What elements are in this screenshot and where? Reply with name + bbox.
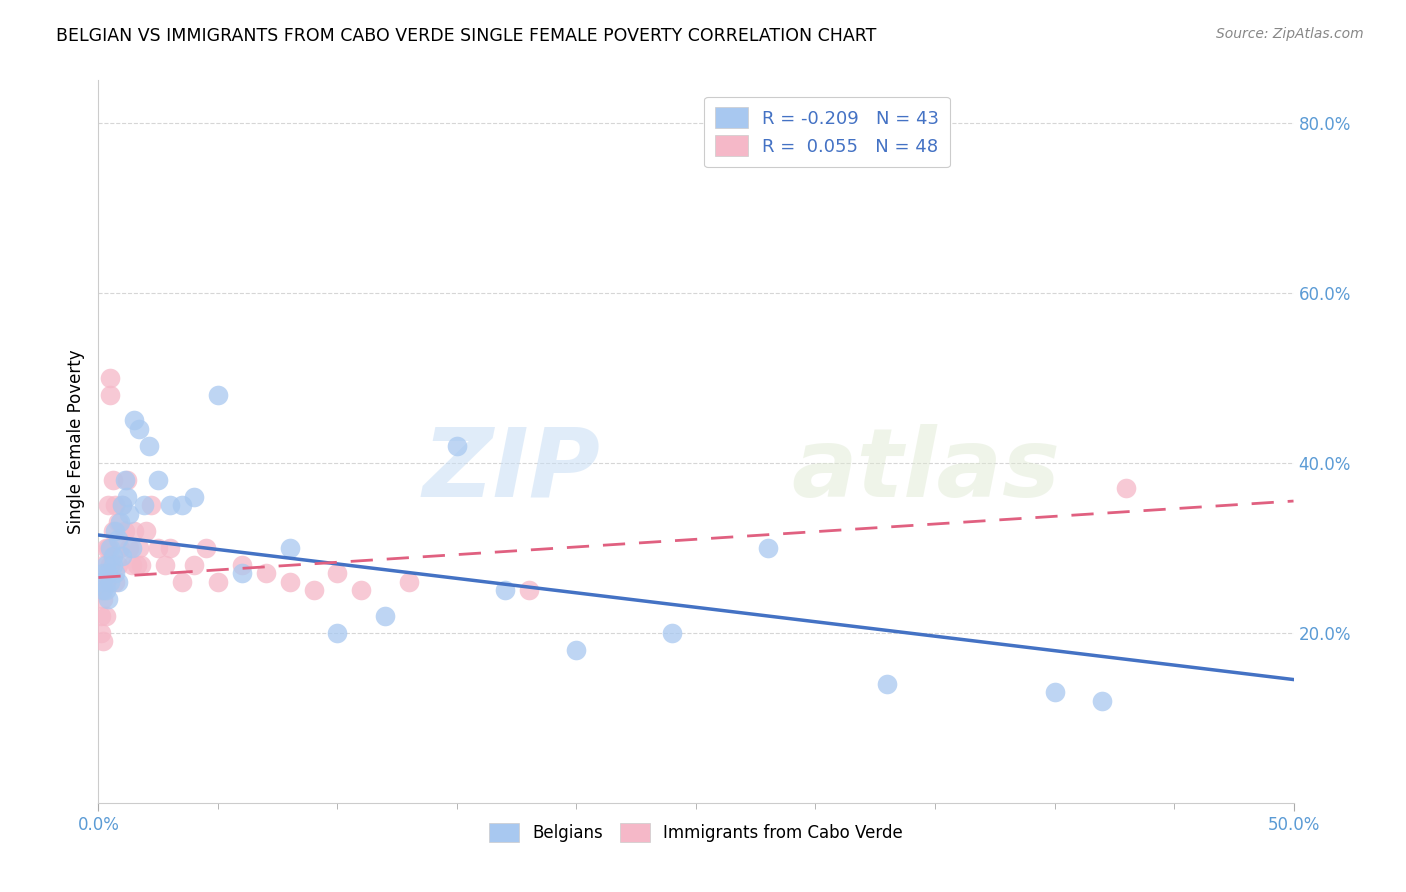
Point bbox=[661, 625, 683, 640]
Point bbox=[107, 574, 129, 589]
Point bbox=[90, 625, 112, 640]
Point bbox=[302, 583, 325, 598]
Legend: Belgians, Immigrants from Cabo Verde: Belgians, Immigrants from Cabo Verde bbox=[482, 816, 910, 848]
Point bbox=[172, 498, 194, 512]
Point bbox=[118, 507, 141, 521]
Point bbox=[326, 625, 349, 640]
Point bbox=[97, 498, 120, 512]
Point bbox=[756, 541, 779, 555]
Point bbox=[91, 566, 114, 581]
Point bbox=[183, 558, 205, 572]
Point bbox=[94, 574, 117, 589]
Point bbox=[1043, 685, 1066, 699]
Point bbox=[124, 524, 146, 538]
Point bbox=[104, 524, 127, 538]
Point bbox=[97, 591, 120, 606]
Point bbox=[159, 498, 181, 512]
Point bbox=[111, 498, 134, 512]
Point bbox=[104, 574, 127, 589]
Point bbox=[155, 558, 177, 572]
Point bbox=[91, 591, 114, 606]
Point bbox=[97, 566, 120, 581]
Point bbox=[172, 574, 194, 589]
Point bbox=[350, 583, 373, 598]
Point bbox=[398, 574, 420, 589]
Point bbox=[207, 388, 229, 402]
Point bbox=[98, 541, 122, 555]
Point bbox=[128, 541, 150, 555]
Point bbox=[139, 498, 162, 512]
Point bbox=[118, 541, 141, 555]
Point bbox=[195, 541, 218, 555]
Point bbox=[98, 574, 122, 589]
Point bbox=[326, 566, 349, 581]
Point bbox=[91, 558, 114, 572]
Point bbox=[135, 524, 157, 538]
Text: BELGIAN VS IMMIGRANTS FROM CABO VERDE SINGLE FEMALE POVERTY CORRELATION CHART: BELGIAN VS IMMIGRANTS FROM CABO VERDE SI… bbox=[56, 27, 876, 45]
Text: atlas: atlas bbox=[792, 424, 1060, 517]
Point bbox=[111, 498, 134, 512]
Point bbox=[91, 634, 114, 648]
Point bbox=[97, 541, 120, 555]
Point bbox=[1115, 481, 1137, 495]
Point bbox=[98, 558, 122, 572]
Point bbox=[125, 558, 148, 572]
Point bbox=[94, 541, 117, 555]
Point bbox=[107, 533, 129, 547]
Point bbox=[114, 473, 136, 487]
Point bbox=[90, 608, 112, 623]
Point bbox=[231, 566, 253, 581]
Point bbox=[148, 473, 170, 487]
Point bbox=[876, 677, 898, 691]
Point bbox=[374, 608, 396, 623]
Point bbox=[94, 608, 117, 623]
Point bbox=[148, 541, 170, 555]
Point bbox=[107, 558, 129, 572]
Point bbox=[121, 541, 143, 555]
Point bbox=[101, 558, 124, 572]
Point bbox=[91, 583, 114, 598]
Point bbox=[131, 558, 153, 572]
Point bbox=[104, 498, 127, 512]
Point bbox=[278, 574, 301, 589]
Point bbox=[124, 413, 146, 427]
Point bbox=[183, 490, 205, 504]
Point bbox=[446, 439, 468, 453]
Point bbox=[98, 371, 122, 385]
Point bbox=[132, 498, 155, 512]
Point bbox=[101, 524, 124, 538]
Point bbox=[90, 574, 112, 589]
Point bbox=[90, 583, 112, 598]
Point bbox=[115, 490, 138, 504]
Text: ZIP: ZIP bbox=[422, 424, 600, 517]
Point bbox=[278, 541, 301, 555]
Point bbox=[128, 422, 150, 436]
Point bbox=[101, 473, 124, 487]
Point bbox=[231, 558, 253, 572]
Point bbox=[565, 642, 588, 657]
Point bbox=[111, 549, 134, 564]
Point bbox=[517, 583, 540, 598]
Point bbox=[104, 566, 127, 581]
Point bbox=[254, 566, 277, 581]
Y-axis label: Single Female Poverty: Single Female Poverty bbox=[66, 350, 84, 533]
Point bbox=[1091, 694, 1114, 708]
Point bbox=[121, 558, 143, 572]
Point bbox=[108, 541, 131, 555]
Point bbox=[115, 473, 138, 487]
Text: Source: ZipAtlas.com: Source: ZipAtlas.com bbox=[1216, 27, 1364, 41]
Point bbox=[98, 388, 122, 402]
Point bbox=[494, 583, 516, 598]
Point bbox=[159, 541, 181, 555]
Point bbox=[94, 558, 117, 572]
Point bbox=[114, 524, 136, 538]
Point bbox=[107, 516, 129, 530]
Point bbox=[207, 574, 229, 589]
Point bbox=[101, 549, 124, 564]
Point bbox=[94, 583, 117, 598]
Point bbox=[138, 439, 160, 453]
Point bbox=[108, 516, 131, 530]
